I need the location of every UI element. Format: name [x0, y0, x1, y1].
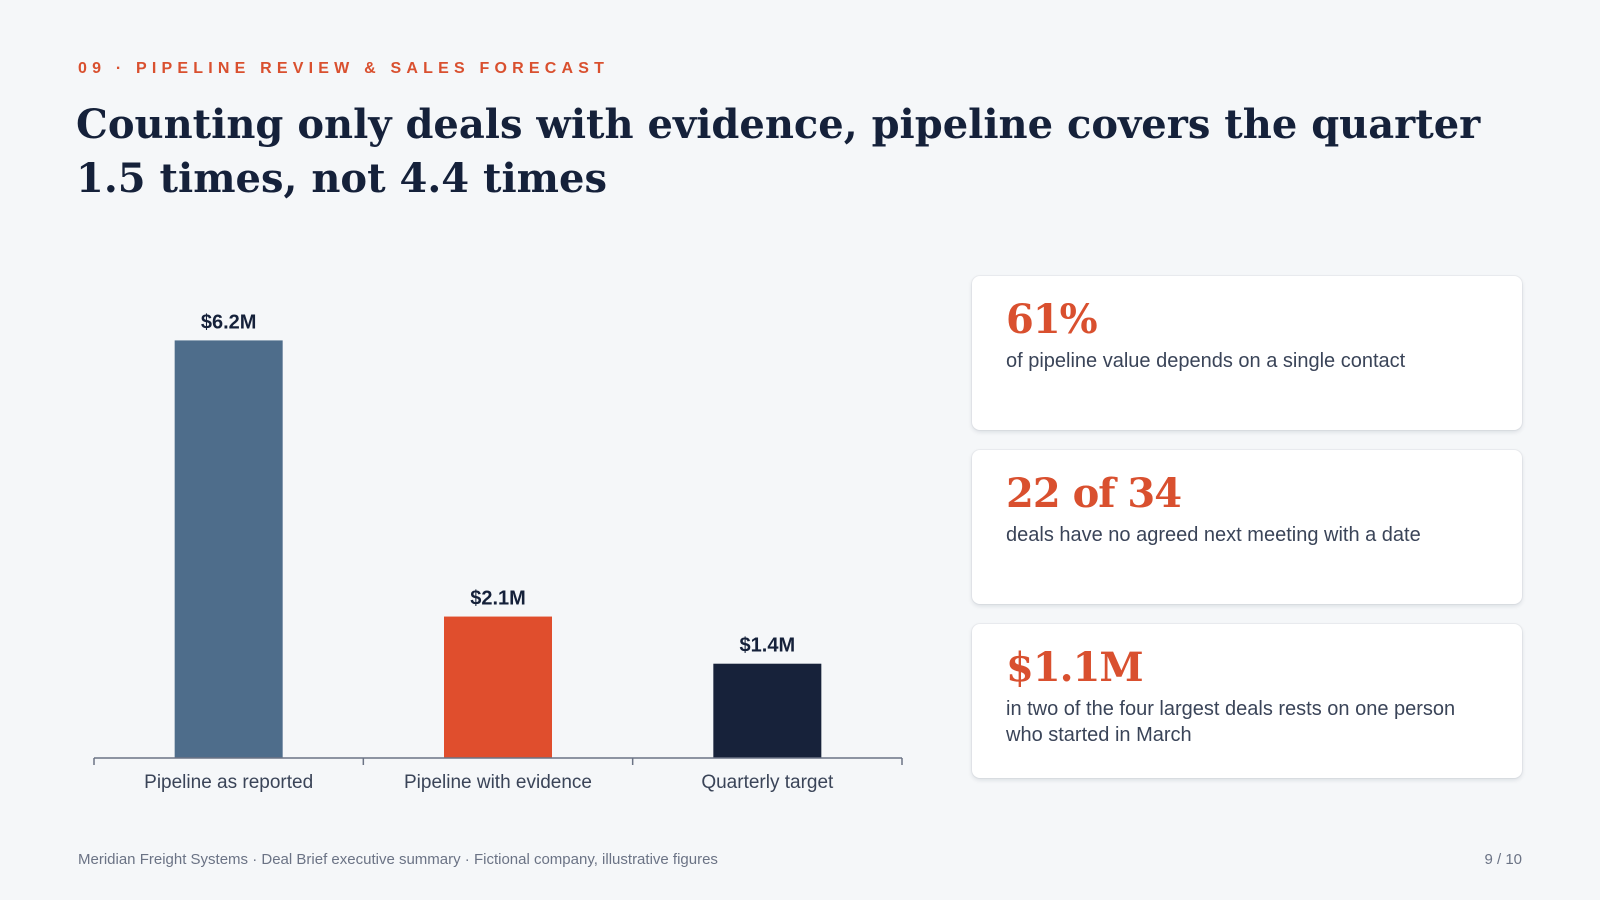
category-tick-label: Pipeline with evidence — [404, 772, 592, 793]
stat-description: deals have no agreed next meeting with a… — [1006, 524, 1421, 546]
stat-value: 22 of 34 — [1006, 470, 1182, 517]
bar — [174, 340, 283, 758]
slide-title: Counting only deals with evidence, pipel… — [76, 101, 1481, 202]
stat-value: $1.1M — [1006, 644, 1144, 691]
category-tick-label: Pipeline as reported — [144, 772, 313, 793]
bar — [444, 616, 552, 758]
bar-value-label: $6.2M — [201, 311, 257, 333]
stat-card: $1.1M in two of the four largest deals r… — [972, 624, 1522, 778]
bar-value-label: $1.4M — [740, 635, 796, 657]
bar — [713, 663, 822, 758]
stat-cards: 61% of pipeline value depends on a singl… — [972, 276, 1522, 798]
stat-card: 61% of pipeline value depends on a singl… — [972, 276, 1522, 430]
page-number: 9 / 10 — [1484, 851, 1522, 868]
bar-chart: $6.2M Pipeline as reported $2.1M Pipeline w… — [93, 311, 903, 793]
section-kicker: 09 · PIPELINE REVIEW & SALES FORECAST — [78, 60, 610, 77]
stat-description: in two of the four largest deals rests o… — [1006, 698, 1456, 746]
stat-description: of pipeline value depends on a single co… — [1006, 350, 1406, 372]
footer-note: Meridian Freight Systems · Deal Brief ex… — [78, 851, 718, 868]
stat-value: 61% — [1006, 296, 1098, 343]
category-tick-label: Quarterly target — [701, 772, 834, 793]
stat-card: 22 of 34 deals have no agreed next meeti… — [972, 450, 1522, 604]
bar-value-label: $2.1M — [470, 588, 526, 610]
